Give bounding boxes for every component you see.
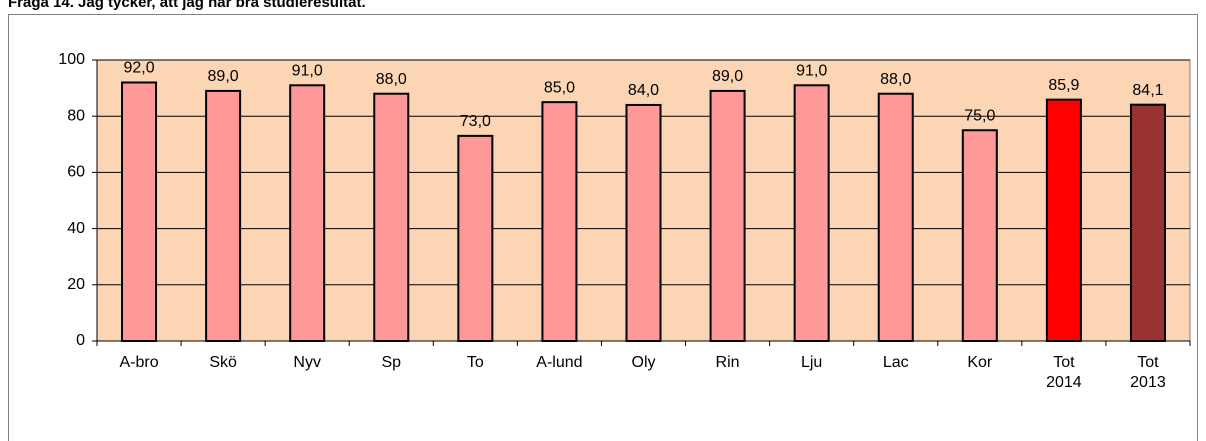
value-label: 91,0 <box>292 63 323 80</box>
y-tick-label: 20 <box>67 276 85 293</box>
y-tick-label: 40 <box>67 220 85 237</box>
bar <box>961 129 998 342</box>
x-tick-label: Tot 2013 <box>1130 354 1166 391</box>
chart-title: Fråga 14. Jag tycker, att jag når bra st… <box>8 0 366 11</box>
y-tick-label: 60 <box>67 164 85 181</box>
y-tick-label: 100 <box>58 51 85 68</box>
bar <box>709 89 746 342</box>
value-label: 73,0 <box>460 113 491 130</box>
bar <box>289 84 326 343</box>
value-label: 84,0 <box>628 82 659 99</box>
value-label: 92,0 <box>123 60 154 77</box>
x-tick-label: A-bro <box>119 354 159 371</box>
bar <box>541 101 578 343</box>
x-tick-label: Oly <box>631 354 656 371</box>
value-label: 85,0 <box>544 79 575 96</box>
value-label: 84,1 <box>1132 82 1163 99</box>
chart-frame <box>8 14 1198 441</box>
bar <box>457 134 494 342</box>
bar <box>793 84 830 343</box>
x-tick-label: Rin <box>715 354 740 371</box>
x-tick-label: Skö <box>209 354 237 371</box>
x-tick-label: Nyv <box>293 354 321 371</box>
x-tick-label: To <box>466 354 484 371</box>
x-tick-label: A-lund <box>536 354 583 371</box>
value-label: 75,0 <box>964 107 995 124</box>
bar <box>1129 103 1166 342</box>
bar <box>1045 98 1082 342</box>
bar <box>373 92 410 342</box>
value-label: 88,0 <box>376 71 407 88</box>
x-tick-label: Lac <box>882 354 909 371</box>
x-tick-label: Tot 2014 <box>1046 354 1082 391</box>
bar <box>877 92 914 342</box>
value-label: 89,0 <box>208 68 239 85</box>
y-tick-label: 80 <box>67 107 85 124</box>
y-tick-label: 0 <box>76 332 85 349</box>
x-tick-label: Lju <box>800 354 823 371</box>
value-label: 89,0 <box>712 68 743 85</box>
value-label: 88,0 <box>880 71 911 88</box>
x-tick-label: Kor <box>967 354 993 371</box>
bar <box>205 89 242 342</box>
x-tick-label: Sp <box>381 354 402 371</box>
bar <box>121 81 158 342</box>
value-label: 85,9 <box>1048 77 1079 94</box>
bar <box>625 103 662 342</box>
value-label: 91,0 <box>796 63 827 80</box>
